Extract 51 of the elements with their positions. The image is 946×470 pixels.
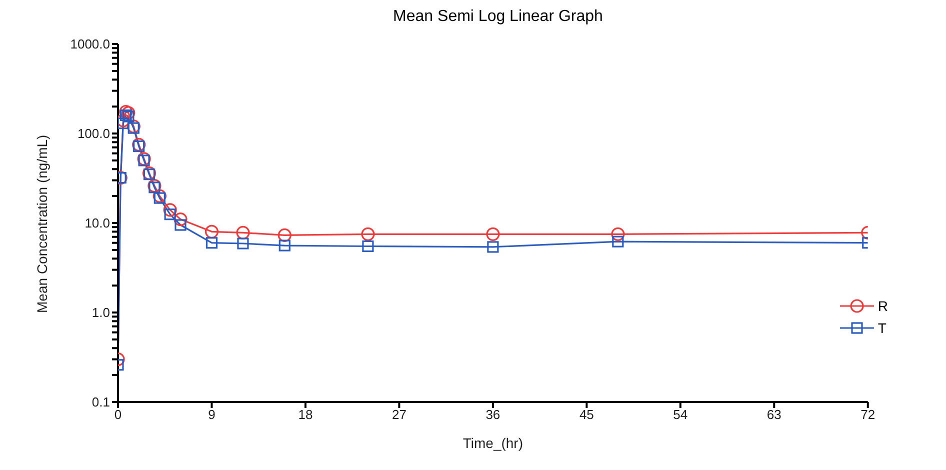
y-tick-label: 1.0 [92, 305, 110, 320]
x-tick-label: 36 [486, 407, 500, 422]
y-tick-label: 100.0 [77, 126, 110, 142]
point [132, 138, 146, 152]
point [174, 212, 188, 226]
point [278, 228, 292, 242]
x-axis-title: Time_(hr) [462, 435, 524, 451]
point [362, 240, 374, 252]
y-tick-label: 10.0 [84, 216, 110, 231]
point [361, 227, 375, 241]
legend-label: R [878, 298, 888, 314]
point [122, 106, 136, 120]
point [611, 227, 625, 241]
point [142, 166, 156, 180]
point [486, 227, 500, 241]
y-axis-title: Mean Concentration (ng/mL) [34, 134, 50, 313]
point [236, 226, 250, 240]
point [133, 140, 145, 152]
point [126, 120, 140, 134]
point [154, 192, 166, 204]
point [148, 179, 162, 193]
point [204, 224, 219, 238]
point [118, 118, 130, 130]
y-tick-label: 1000.0 [70, 36, 110, 52]
point [206, 237, 218, 249]
legend-label: T [878, 320, 886, 336]
x-tick-label: 72 [860, 407, 876, 422]
x-tick-label: 54 [673, 407, 688, 422]
point [120, 109, 132, 122]
x-tick-label: 9 [208, 407, 216, 422]
point [163, 203, 177, 217]
point [152, 189, 166, 203]
x-tick-label: 27 [392, 407, 406, 422]
point [122, 110, 134, 122]
y-tick-label: 0.1 [92, 394, 110, 410]
point [164, 208, 176, 220]
point [148, 182, 160, 194]
point [128, 122, 140, 134]
point [137, 152, 151, 166]
point [237, 238, 249, 250]
point [174, 219, 186, 231]
x-tick-label: 18 [298, 407, 313, 422]
chart-title: Mean Semi Log Linear Graph [392, 8, 604, 26]
point [278, 240, 290, 252]
x-tick-label: 63 [766, 407, 782, 422]
x-tick-label: 0 [114, 407, 122, 422]
x-tick-label: 45 [579, 407, 594, 422]
point [612, 236, 624, 248]
point [487, 241, 499, 253]
point [143, 168, 156, 180]
point [138, 154, 150, 166]
